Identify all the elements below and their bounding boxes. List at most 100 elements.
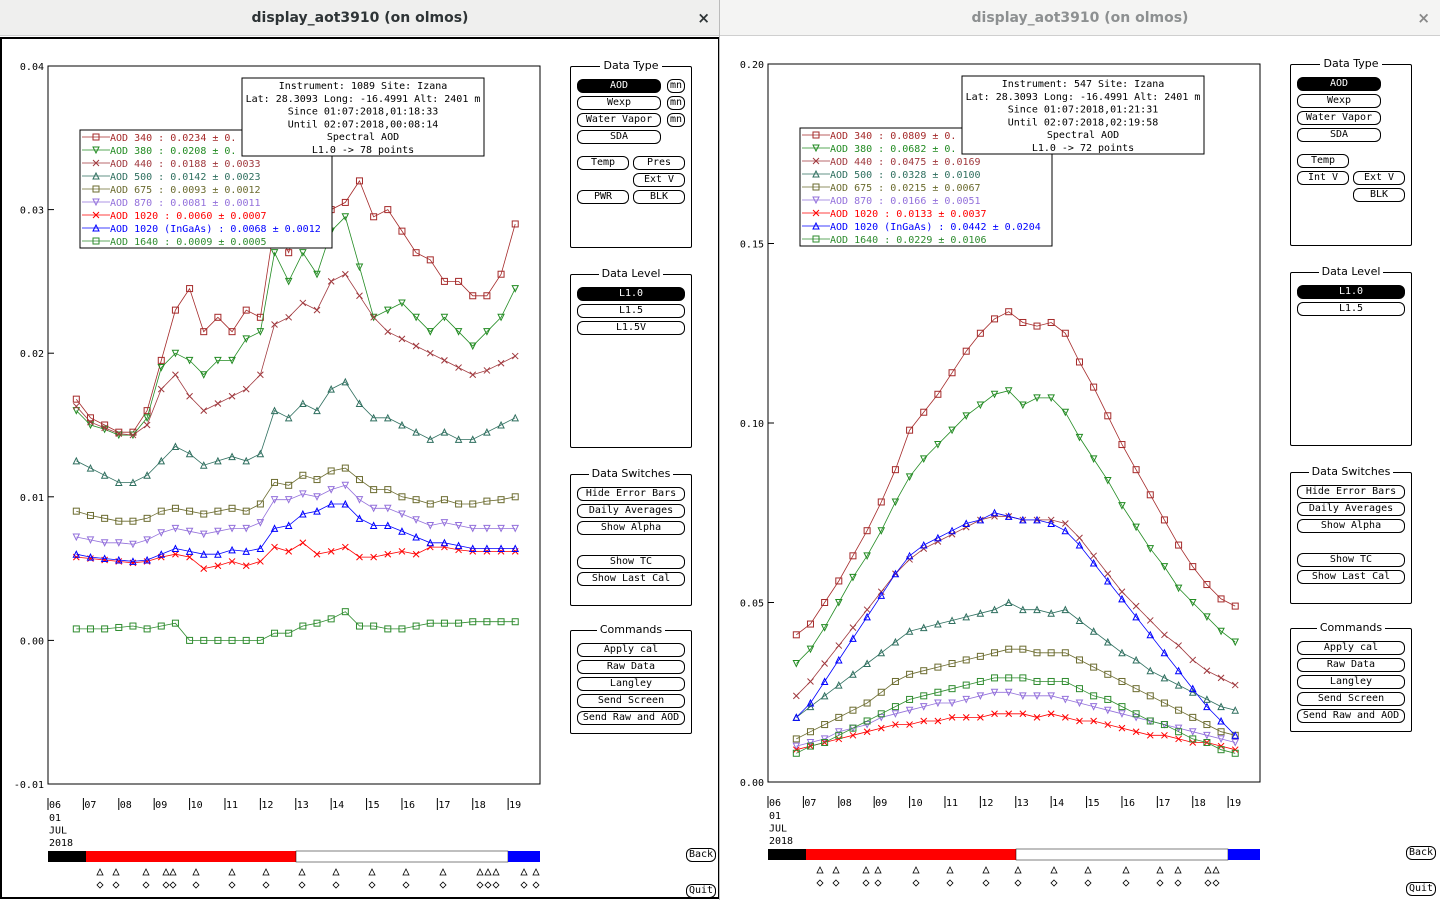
cal-marker [484, 881, 492, 889]
show-last-cal-button[interactable]: Show Last Cal [1297, 570, 1405, 584]
show-last-cal-button[interactable]: Show Last Cal [577, 572, 685, 586]
data-point [242, 547, 251, 555]
sda-button[interactable]: SDA [1297, 128, 1381, 142]
cal-marker [982, 879, 990, 887]
data-point [1203, 695, 1211, 703]
daily-averages-button[interactable]: Daily Averages [1297, 502, 1405, 516]
data-point [214, 400, 222, 407]
data-point [412, 550, 420, 558]
data-point [398, 527, 406, 535]
mn-button[interactable]: mn [667, 79, 685, 93]
data-point [948, 660, 956, 668]
show-tc-button[interactable]: Show TC [1297, 553, 1405, 567]
legend-marker [92, 133, 100, 141]
show-alpha-button[interactable]: Show Alpha [577, 521, 685, 535]
sda-button[interactable]: SDA [577, 130, 661, 144]
back-button[interactable]: Back [686, 848, 717, 862]
legend-stat: : 0.0208 ± 0. [152, 146, 236, 157]
water-vapor-button[interactable]: Water Vapor [1297, 111, 1381, 125]
langley-button[interactable]: Langley [577, 677, 685, 691]
cal-marker [368, 881, 376, 889]
data-point [186, 507, 194, 515]
data-point [398, 625, 406, 633]
aod-button[interactable]: AOD [577, 79, 661, 93]
send-screen-button[interactable]: Send Screen [577, 694, 685, 708]
data-point [284, 521, 293, 530]
data-point [821, 739, 829, 747]
send-screen-button[interactable]: Send Screen [1297, 692, 1405, 706]
data-point [313, 493, 321, 501]
data-point [355, 514, 364, 522]
level-l1-5-button[interactable]: L1.5 [577, 304, 685, 318]
data-point [186, 392, 193, 400]
temp-button[interactable]: Temp [1297, 154, 1349, 168]
close-icon[interactable]: × [1417, 9, 1430, 27]
hide-error-bars-button[interactable]: Hide Error Bars [577, 487, 685, 501]
water-vapor-button[interactable]: Water Vapor [577, 113, 661, 127]
ext-v-button[interactable]: Ext V [633, 173, 685, 187]
legend-label: AOD 1640 : 0.0229 ± 0.0106 [830, 235, 987, 246]
data-point [863, 699, 871, 707]
apply-cal-button[interactable]: Apply cal [1297, 641, 1405, 655]
pres-button[interactable]: Pres [633, 156, 685, 170]
apply-cal-button[interactable]: Apply cal [577, 643, 685, 657]
raw-data-button[interactable]: Raw Data [1297, 658, 1405, 672]
wexp-button[interactable]: Wexp [577, 96, 661, 110]
send-raw-and-aod-button[interactable]: Send Raw and AOD [1297, 709, 1405, 723]
data-point [820, 691, 829, 700]
daily-averages-button[interactable]: Daily Averages [577, 504, 685, 518]
legend-stat: : 0.0215 ± 0.0067 [872, 183, 980, 194]
data-point [1104, 412, 1112, 420]
langley-button[interactable]: Langley [1297, 675, 1405, 689]
series-line [796, 512, 1236, 736]
close-icon[interactable]: × [697, 9, 710, 27]
level-l1-0-button[interactable]: L1.0 [1297, 285, 1405, 299]
data-point [1090, 383, 1098, 391]
data-point [171, 306, 179, 314]
pwr-button[interactable]: PWR [577, 190, 629, 204]
data-point [468, 524, 477, 533]
data-point [86, 536, 95, 544]
data-point [1160, 673, 1169, 682]
data-point [1217, 595, 1225, 603]
data-point [511, 493, 519, 501]
blk-button[interactable]: BLK [1353, 188, 1405, 202]
window-title-bar[interactable]: display_aot3910 (on olmos) × [0, 0, 719, 36]
temp-button[interactable]: Temp [577, 156, 629, 170]
data-point [792, 746, 800, 754]
raw-data-button[interactable]: Raw Data [577, 660, 685, 674]
data-point [270, 249, 279, 257]
data-point [256, 636, 264, 644]
legend-stat: : 0.0682 ± 0. [872, 144, 956, 155]
hide-error-bars-button[interactable]: Hide Error Bars [1297, 485, 1405, 499]
level-l1-0-button[interactable]: L1.0 [577, 287, 685, 301]
level-l1-5-button[interactable]: L1.5 [1297, 302, 1405, 316]
show-alpha-button[interactable]: Show Alpha [1297, 519, 1405, 533]
data-point [806, 702, 815, 711]
cal-marker [832, 866, 840, 874]
quit-button[interactable]: Quit [1406, 882, 1437, 896]
legend-label: AOD 675 : 0.0215 ± 0.0067 [830, 183, 981, 194]
legend-marker [92, 198, 100, 207]
wexp-button[interactable]: Wexp [1297, 94, 1381, 108]
mn-button[interactable]: mn [667, 113, 685, 127]
aod-button[interactable]: AOD [1297, 77, 1381, 91]
data-point [115, 623, 123, 631]
data-switches-panel: Data Switches Hide Error Bars Daily Averag… [570, 467, 692, 606]
blk-button[interactable]: BLK [633, 190, 685, 204]
mn-button[interactable]: mn [667, 96, 685, 110]
data-point [242, 636, 250, 644]
data-point [792, 660, 801, 668]
quit-button[interactable]: Quit [686, 884, 717, 898]
data-point [1104, 721, 1112, 728]
window-title-bar[interactable]: display_aot3910 (on olmos) × [720, 0, 1440, 36]
send-raw-and-aod-button[interactable]: Send Raw and AOD [577, 711, 685, 725]
data-point [1132, 602, 1140, 610]
data-point [468, 435, 477, 443]
y-tick-label: 0.15 [740, 240, 764, 251]
level-l1-5v-button[interactable]: L1.5V [577, 321, 685, 335]
ext-v-button[interactable]: Ext V [1353, 171, 1405, 185]
show-tc-button[interactable]: Show TC [577, 555, 685, 569]
back-button[interactable]: Back [1406, 846, 1437, 860]
int-v-button[interactable]: Int V [1297, 171, 1349, 185]
